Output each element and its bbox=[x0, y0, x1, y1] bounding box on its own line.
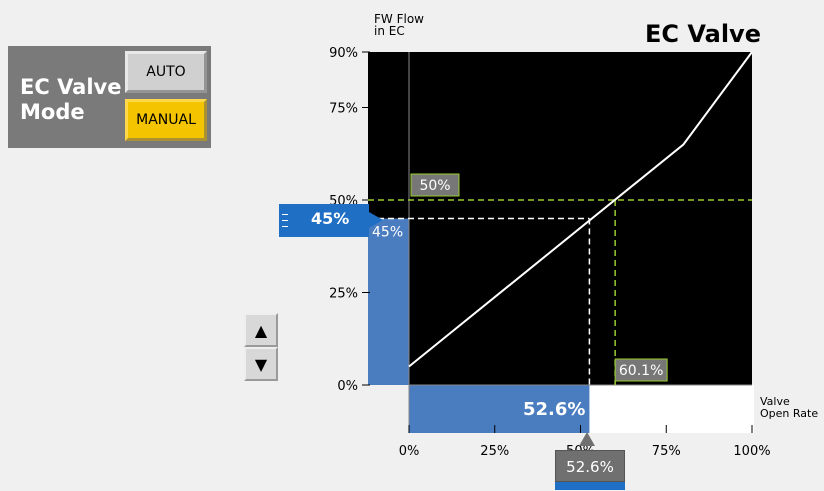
grip-line bbox=[282, 214, 288, 215]
setpoint-flow-label: 50% bbox=[419, 178, 450, 194]
valve-output-strip bbox=[555, 482, 625, 490]
valve-bar bbox=[409, 385, 590, 433]
grip-line bbox=[282, 220, 288, 221]
ec-valve-mode-panel: EC Valve Mode AUTO MANUAL bbox=[8, 46, 211, 148]
flow-input-value: 45% bbox=[311, 209, 350, 228]
setpoint-flow-label-box bbox=[410, 173, 460, 197]
x-tick-label: 25% bbox=[480, 444, 509, 459]
chart-title: EC Valve bbox=[645, 20, 761, 48]
y-tick-label: 75% bbox=[329, 102, 358, 117]
pointer-arrow-icon bbox=[579, 432, 595, 446]
pointer-arrow-icon bbox=[369, 212, 383, 228]
y-tick-label: 0% bbox=[337, 379, 358, 394]
down-arrow-icon: ▼ bbox=[254, 354, 268, 374]
x-tick-label: 100% bbox=[733, 444, 770, 459]
y-tick-label: 90% bbox=[329, 46, 358, 61]
manual-mode-button[interactable]: MANUAL bbox=[125, 99, 207, 141]
y-axis-title: FW Flow in EC bbox=[374, 12, 424, 38]
valve-output-pointer[interactable]: 52.6% bbox=[555, 450, 625, 490]
setpoint-valve-label-box bbox=[614, 358, 668, 382]
grip-line bbox=[282, 226, 288, 227]
increase-button[interactable]: ▲ bbox=[244, 313, 278, 347]
flow-bar bbox=[368, 218, 409, 385]
characteristic-curve bbox=[408, 51, 753, 368]
decrease-button[interactable]: ▼ bbox=[244, 347, 278, 381]
setpoint-valve-label: 60.1% bbox=[619, 363, 663, 379]
flow-input-pointer[interactable]: 45% bbox=[279, 204, 383, 237]
up-arrow-icon: ▲ bbox=[254, 320, 268, 340]
x-axis-title: Valve Open Rate bbox=[760, 395, 819, 420]
auto-mode-button[interactable]: AUTO bbox=[125, 51, 207, 93]
x-tick-label: 75% bbox=[652, 444, 681, 459]
flow-bar-label: 45% bbox=[372, 225, 403, 241]
valve-output-value: 52.6% bbox=[555, 450, 625, 482]
valve-bar-label: 52.6% bbox=[523, 399, 585, 420]
y-tick-label: 25% bbox=[329, 287, 358, 302]
ec-valve-mode-label: EC Valve Mode bbox=[20, 75, 122, 124]
x-tick-label: 0% bbox=[399, 444, 420, 459]
